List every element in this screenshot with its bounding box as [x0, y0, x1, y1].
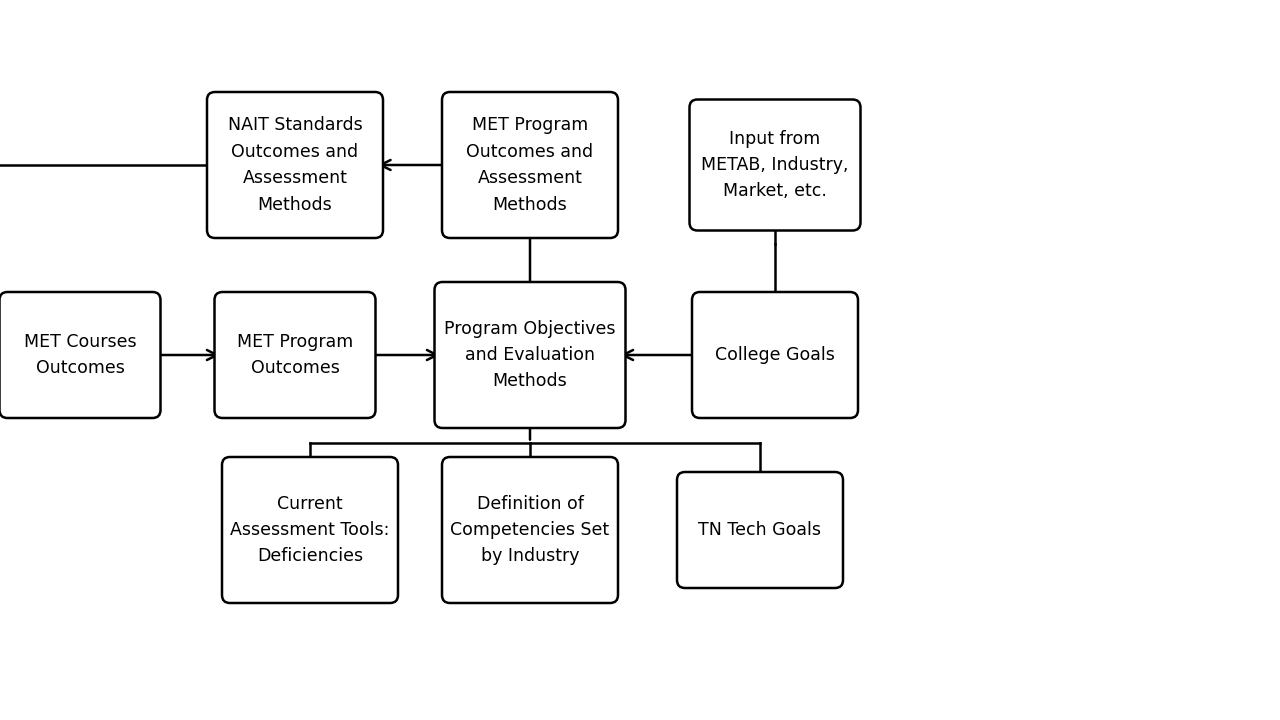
FancyBboxPatch shape [0, 292, 160, 418]
FancyBboxPatch shape [207, 92, 383, 238]
FancyBboxPatch shape [434, 282, 626, 428]
FancyBboxPatch shape [692, 292, 858, 418]
Text: MET Program
Outcomes: MET Program Outcomes [237, 333, 353, 377]
Text: TN Tech Goals: TN Tech Goals [699, 521, 822, 539]
FancyBboxPatch shape [677, 472, 844, 588]
Text: MET Courses
Outcomes: MET Courses Outcomes [24, 333, 136, 377]
Text: Current
Assessment Tools:
Deficiencies: Current Assessment Tools: Deficiencies [230, 495, 389, 565]
Text: Definition of
Competencies Set
by Industry: Definition of Competencies Set by Indust… [451, 495, 609, 565]
Text: NAIT Standards
Outcomes and
Assessment
Methods: NAIT Standards Outcomes and Assessment M… [228, 117, 362, 214]
FancyBboxPatch shape [442, 457, 618, 603]
Text: College Goals: College Goals [716, 346, 835, 364]
Text: MET Program
Outcomes and
Assessment
Methods: MET Program Outcomes and Assessment Meth… [466, 117, 594, 214]
Text: Input from
METAB, Industry,
Market, etc.: Input from METAB, Industry, Market, etc. [701, 130, 849, 200]
FancyBboxPatch shape [221, 457, 398, 603]
FancyBboxPatch shape [215, 292, 375, 418]
FancyBboxPatch shape [442, 92, 618, 238]
Text: Program Objectives
and Evaluation
Methods: Program Objectives and Evaluation Method… [444, 320, 616, 390]
FancyBboxPatch shape [690, 99, 860, 230]
